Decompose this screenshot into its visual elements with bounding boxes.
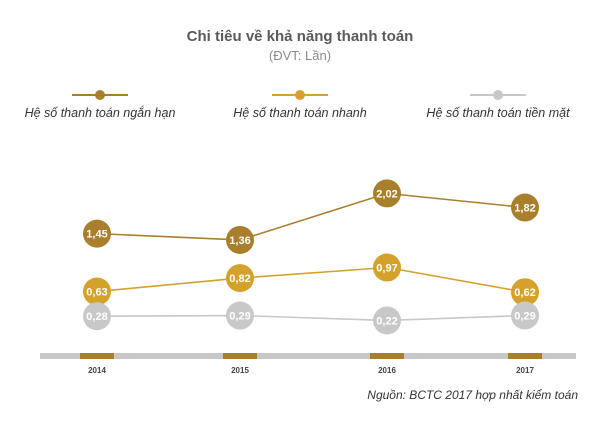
data-label-2-2016: 0,22 — [376, 315, 397, 327]
data-label-2-2015: 0,29 — [229, 311, 250, 323]
data-point-2-2014 — [83, 302, 111, 331]
data-label-1-2015: 0,82 — [229, 273, 250, 285]
data-point-0-2016 — [373, 179, 401, 208]
data-label-1-2017: 0,62 — [514, 287, 535, 299]
x-axis-tick-2016 — [370, 353, 404, 359]
chart-subtitle: (ĐVT: Lần) — [268, 48, 332, 63]
source-note: Nguồn: BCTC 2017 hợp nhất kiểm toán — [367, 388, 578, 402]
legend-label-cash: Hệ số thanh toán tiền mặt — [426, 106, 570, 120]
legend-dot-quick — [295, 90, 305, 100]
legend-item-cash: Hệ số thanh toán tiền mặt — [408, 88, 588, 124]
x-axis-label-2014: 2014 — [88, 366, 106, 375]
legend-dot-cash — [493, 90, 503, 100]
series-line-1 — [96, 266, 526, 294]
x-axis-label-2017: 2017 — [516, 366, 534, 375]
data-label-0-2015: 1,36 — [229, 235, 250, 247]
x-axis-tick-2017 — [508, 353, 542, 359]
data-point-0-2014 — [83, 219, 111, 248]
series-line-0 — [96, 192, 526, 241]
x-axis-label-2015: 2015 — [231, 366, 249, 375]
data-point-0-2015 — [226, 225, 254, 254]
data-label-0-2014: 1,45 — [86, 229, 107, 241]
data-point-1-2014 — [83, 277, 111, 306]
data-point-1-2015 — [226, 264, 254, 293]
x-axis-line — [40, 353, 576, 359]
data-label-2-2017: 0,29 — [514, 311, 535, 323]
data-label-0-2017: 1,82 — [514, 203, 535, 215]
legend-item-short-term: Hệ số thanh toán ngắn hạn — [10, 88, 190, 124]
data-label-2-2014: 0,28 — [86, 311, 107, 323]
x-axis-tick-2015 — [223, 353, 257, 359]
data-label-1-2016: 0,97 — [376, 263, 397, 275]
data-point-0-2017 — [511, 193, 539, 222]
data-label-0-2016: 2,02 — [376, 188, 397, 200]
data-point-2-2015 — [226, 301, 254, 330]
legend-dot-short-term — [95, 90, 105, 100]
legend-label-quick: Hệ số thanh toán nhanh — [233, 106, 367, 120]
x-axis-tick-2014 — [80, 353, 114, 359]
legend-item-quick: Hệ số thanh toán nhanh — [210, 88, 390, 124]
series-line-2 — [96, 314, 526, 322]
x-axis-label-2016: 2016 — [378, 366, 396, 375]
data-label-1-2014: 0,63 — [86, 287, 107, 299]
chart-title: Chi tiêu về khả năng thanh toán — [186, 28, 414, 45]
data-point-2-2017 — [511, 301, 539, 330]
data-point-2-2016 — [373, 306, 401, 335]
legend-label-short-term: Hệ số thanh toán ngắn hạn — [24, 106, 176, 120]
data-point-1-2016 — [373, 253, 401, 282]
data-point-1-2017 — [511, 278, 539, 307]
